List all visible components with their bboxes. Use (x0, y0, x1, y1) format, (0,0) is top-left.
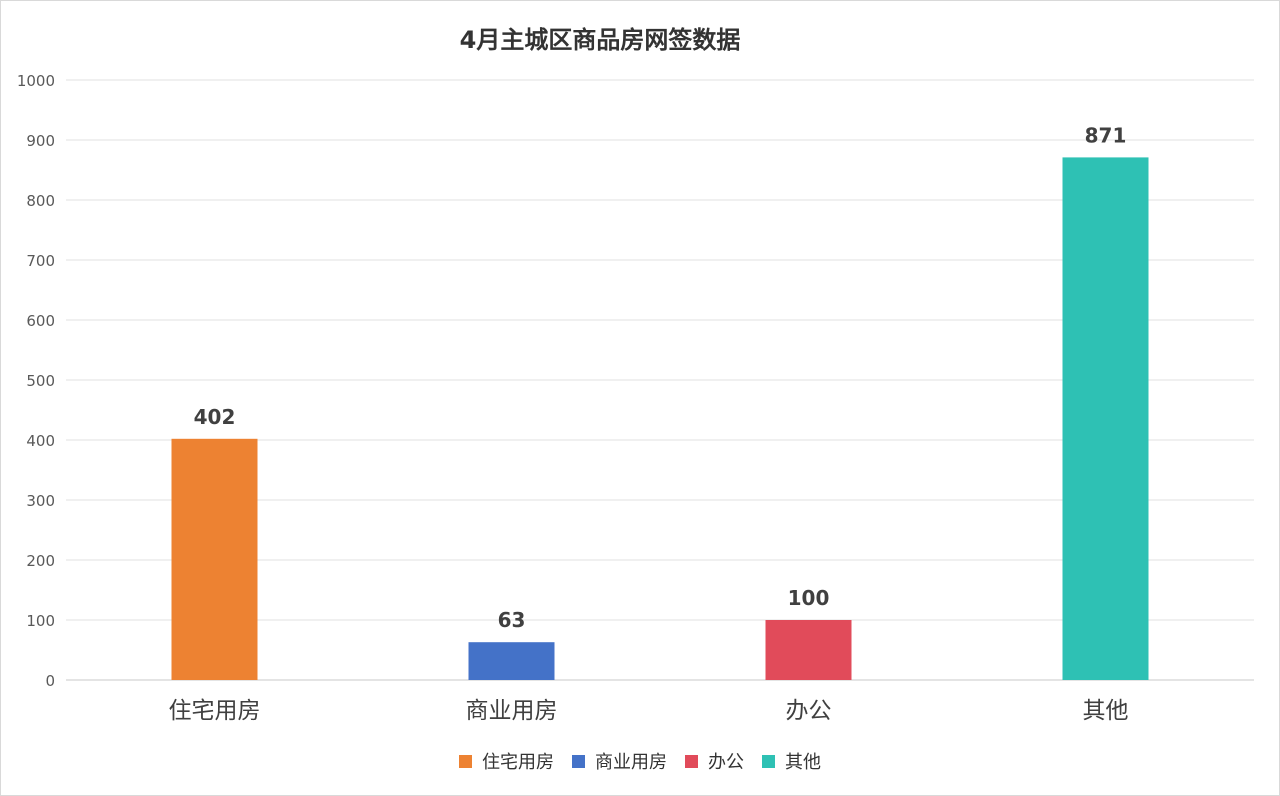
legend-label-office: 办公 (708, 752, 744, 773)
legend-label-commercial: 商业用房 (595, 752, 667, 773)
y-tick-label: 500 (26, 372, 55, 390)
x-axis-tick-labels: 住宅用房 商业用房 办公 其他 (169, 698, 1129, 724)
data-label: 63 (498, 608, 526, 632)
legend-label-other: 其他 (785, 752, 821, 773)
bars (171, 157, 1149, 680)
y-tick-label: 0 (45, 672, 55, 690)
chart-title: 4月主城区商品房网签数据 (459, 26, 741, 54)
gridlines (66, 79, 1254, 681)
x-tick-label: 商业用房 (466, 698, 558, 724)
y-tick-label: 100 (26, 612, 55, 630)
legend-item-office: 办公 (685, 748, 744, 774)
y-tick-label: 400 (26, 432, 55, 450)
data-labels: 402 63 100 871 (194, 123, 1127, 632)
y-tick-label: 1000 (17, 72, 55, 90)
bar (171, 438, 258, 680)
legend: 住宅用房 商业用房 办公 其他 (0, 748, 1280, 774)
legend-swatch-residential (459, 754, 472, 768)
legend-swatch-office (685, 754, 698, 768)
legend-item-commercial: 商业用房 (572, 748, 667, 774)
y-tick-label: 900 (26, 132, 55, 150)
y-axis-tick-labels: 0 100 200 300 400 500 600 700 800 900 1000 (17, 72, 55, 690)
legend-item-other: 其他 (762, 748, 821, 774)
x-tick-label: 其他 (1083, 698, 1129, 724)
y-tick-label: 600 (26, 312, 55, 330)
legend-swatch-other (762, 754, 775, 768)
legend-item-residential: 住宅用房 (459, 748, 554, 774)
y-tick-label: 300 (26, 492, 55, 510)
bar (765, 620, 852, 680)
y-tick-label: 800 (26, 192, 55, 210)
legend-swatch-commercial (572, 754, 585, 768)
y-tick-label: 700 (26, 252, 55, 270)
bar-chart: 0 100 200 300 400 500 600 700 800 900 1000 402 63 10… (17, 72, 1254, 724)
bar (468, 642, 555, 680)
data-label: 402 (194, 405, 236, 429)
legend-label-residential: 住宅用房 (482, 752, 554, 773)
data-label: 100 (788, 586, 830, 610)
y-tick-label: 200 (26, 552, 55, 570)
bar (1062, 157, 1149, 680)
x-tick-label: 住宅用房 (169, 698, 261, 724)
x-tick-label: 办公 (786, 698, 832, 724)
data-label: 871 (1085, 123, 1127, 147)
